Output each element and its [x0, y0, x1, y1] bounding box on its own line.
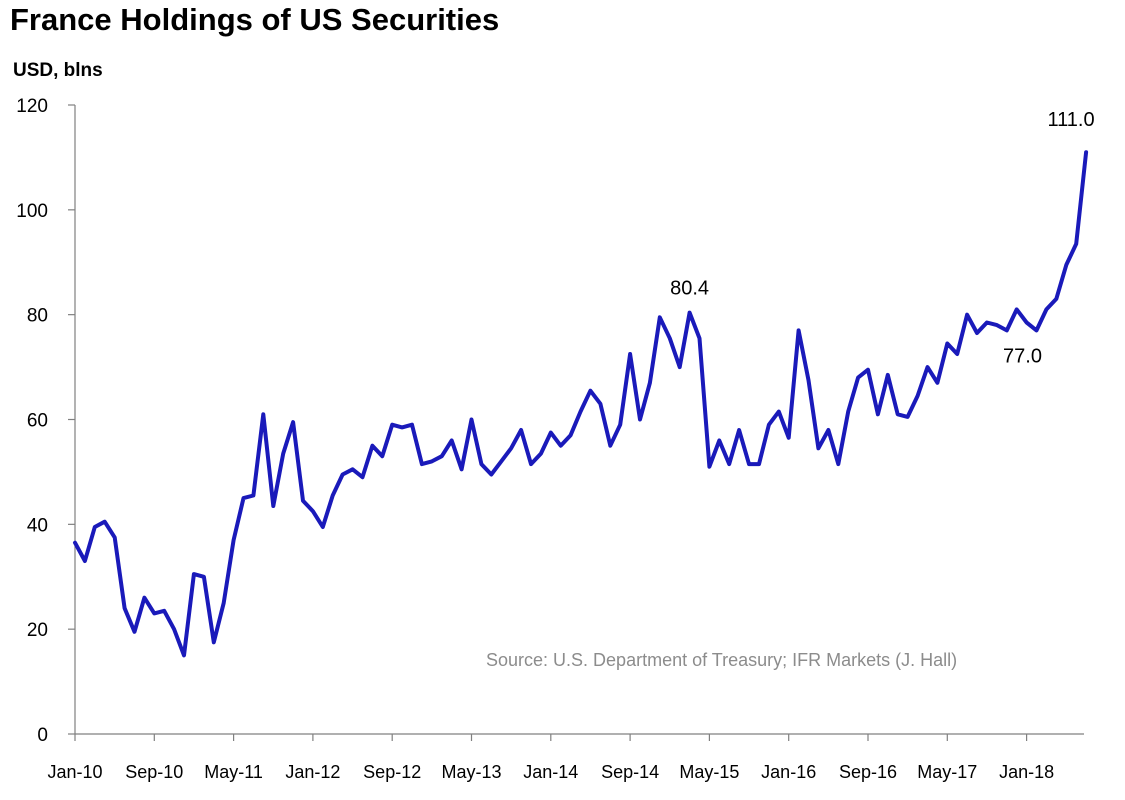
x-tick-label: May-15 — [679, 762, 739, 782]
y-tick-label: 60 — [27, 411, 48, 432]
x-tick-label: Sep-12 — [363, 762, 421, 782]
data-label: 111.0 — [1048, 109, 1095, 131]
x-tick-label: May-11 — [204, 762, 263, 782]
x-tick-label: Jan-14 — [523, 762, 578, 782]
y-tick-label: 0 — [37, 725, 48, 746]
x-tick-label: Sep-16 — [839, 762, 897, 782]
x-tick-label: Sep-10 — [125, 762, 183, 782]
y-tick-label: 80 — [27, 306, 48, 327]
x-tick-label: Jan-16 — [761, 762, 816, 782]
y-axis-unit-label: USD, blns — [13, 60, 103, 81]
source-note: Source: U.S. Department of Treasury; IFR… — [486, 650, 957, 670]
series-line — [73, 150, 1089, 658]
y-tick-label: 120 — [16, 96, 48, 117]
annotations: 111.0 80.4 77.0 — [670, 109, 1095, 367]
y-tick-label: 20 — [27, 620, 48, 641]
data-label: 77.0 — [1003, 345, 1042, 367]
x-tick-label: May-17 — [917, 762, 977, 782]
x-tick-label: Jan-10 — [47, 762, 102, 782]
y-tick-label: 40 — [27, 515, 48, 536]
x-tick-label: Jan-12 — [285, 762, 340, 782]
chart-title: France Holdings of US Securities — [10, 2, 500, 37]
x-tick-label: May-13 — [441, 762, 501, 782]
x-tick-label: Sep-14 — [601, 762, 659, 782]
series-layer — [73, 150, 1089, 658]
axes: 0 20 40 60 80 100 120 Jan-10 Sep-10 May-11 Jan-12 S… — [16, 96, 1084, 782]
x-tick-label: Jan-18 — [999, 762, 1054, 782]
y-tick-label: 100 — [16, 201, 48, 222]
data-label: 80.4 — [670, 278, 709, 300]
